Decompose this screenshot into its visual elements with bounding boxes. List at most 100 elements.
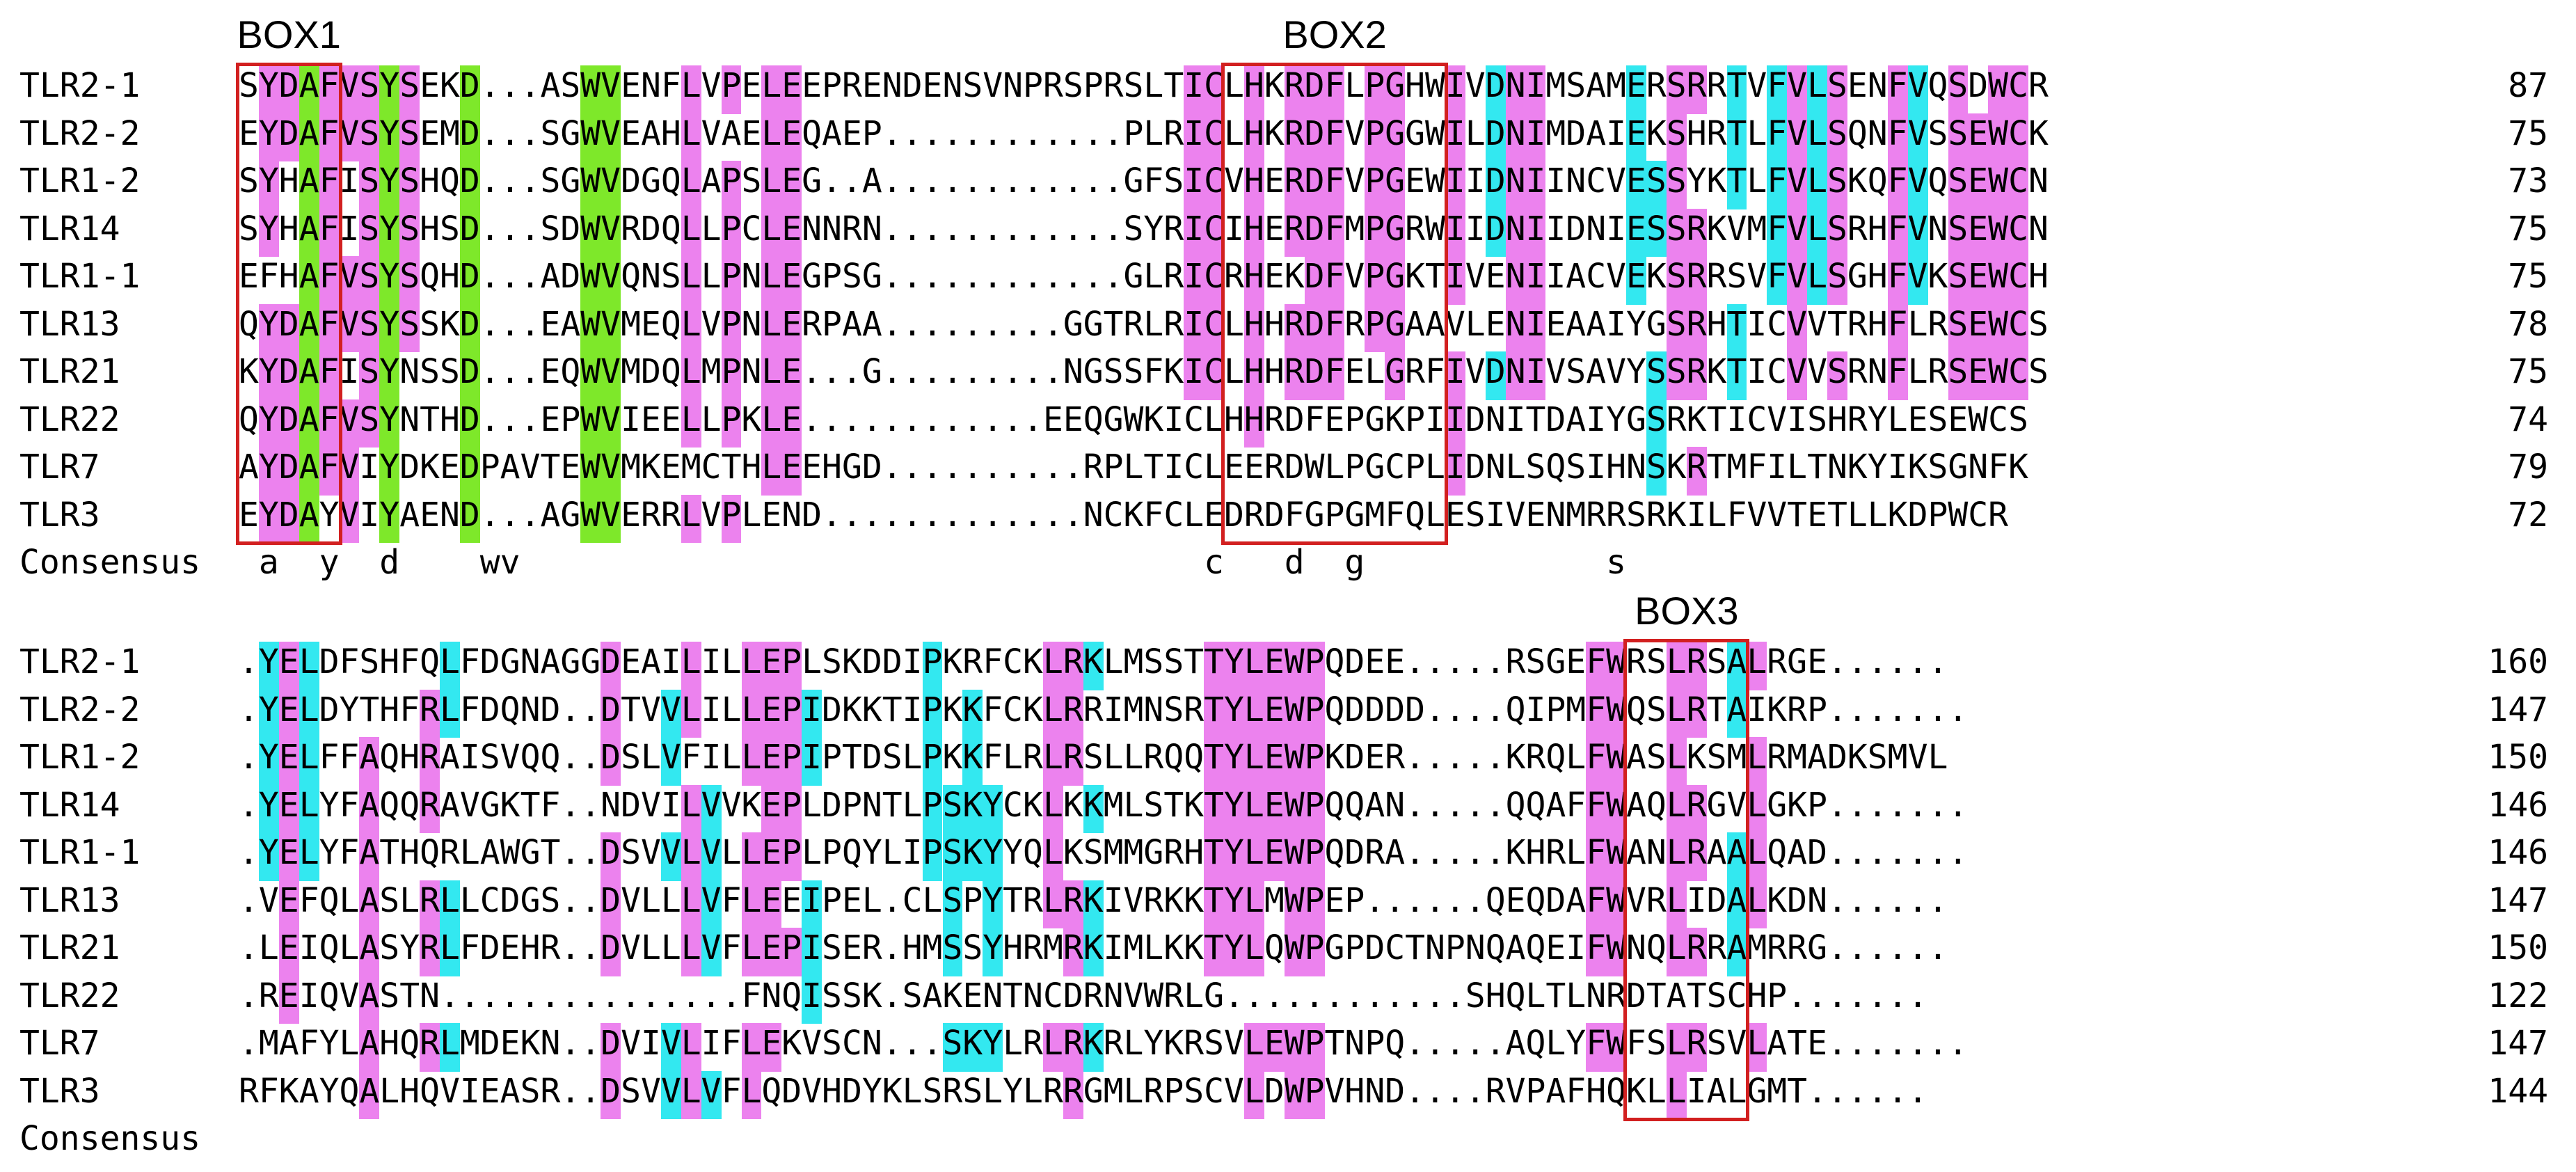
residue-highlight [1666,1070,1687,1119]
residue-highlight [1063,1070,1083,1119]
residue-highlight [359,928,380,976]
residue-highlight [359,1070,380,1119]
residue-highlight [2008,256,2029,305]
residue-highlight [681,399,701,448]
residue-highlight [660,689,681,738]
residue-highlight [942,832,963,881]
residue-highlight [1807,161,1828,209]
residue-highlight [1787,113,1808,161]
residue-highlight [761,303,782,352]
residue-highlight [2008,113,2029,161]
residue-highlight [459,351,480,400]
aligned-sequence: KYDAFISYNSSD...EQWVMDQLMPNLE...G........… [239,352,2049,391]
residue-highlight [802,689,822,738]
motif-box-label: BOX3 [1635,589,1739,633]
residue-highlight [1505,208,1526,257]
sequence-name: TLR21 [19,352,120,391]
residue-highlight [1626,256,1646,305]
residue-highlight [299,689,319,738]
residue-highlight [1304,689,1325,738]
residue-highlight [258,113,279,161]
residue-highlight [1525,65,1546,114]
residue-highlight [1445,208,1465,257]
residue-highlight [781,208,802,257]
residue-highlight [922,832,943,881]
residue-highlight [721,303,742,352]
residue-highlight [761,447,782,496]
residue-highlight [299,113,319,161]
residue-highlight [580,447,601,496]
residue-highlight [1686,447,1707,496]
residue-highlight [1244,1023,1264,1072]
residue-highlight [1747,737,1767,786]
residue-highlight [1264,737,1285,786]
residue-highlight [761,642,782,690]
residue-highlight [459,65,480,114]
residue-highlight [1787,161,1808,209]
residue-highlight [1304,351,1325,400]
residue-highlight [802,737,822,786]
residue-highlight [258,494,279,543]
residue-highlight [1968,303,1989,352]
residue-highlight [781,161,802,209]
residue-highlight [278,689,299,738]
residue-highlight [681,208,701,257]
residue-highlight [319,351,340,400]
consensus-sequence: a y d wv c d g s [239,543,1626,582]
consensus-row: Consensus [0,1117,2576,1160]
residue-count: 75 [2508,257,2548,296]
residue-highlight [359,1023,380,1072]
sequence-row: TLR7 AYDAFVIYDKEDPAVTEWVMKEMCTHLEEHGD....… [0,445,2576,489]
residue-highlight [1988,161,2009,209]
residue-highlight [701,1070,722,1119]
residue-count: 122 [2488,976,2548,1015]
residue-highlight [1324,303,1345,352]
residue-highlight [1586,928,1607,976]
residue-highlight [1284,928,1305,976]
residue-highlight [922,784,943,833]
residue-highlight [1606,642,1627,690]
residue-highlight [1948,351,1969,400]
residue-highlight [1606,689,1627,738]
residue-highlight [962,1023,983,1072]
residue-highlight [299,161,319,209]
residue-highlight [1626,113,1646,161]
residue-count: 72 [2508,495,2548,534]
residue-highlight [299,447,319,496]
sequence-name: TLR14 [19,785,120,825]
residue-highlight [1244,784,1264,833]
residue-highlight [359,832,380,881]
sequence-row: TLR3 RFKAYQALHQVIEASR..DSVVLVFLQDVHDYKLSR… [0,1070,2576,1113]
residue-highlight [1666,351,1687,400]
residue-highlight [1525,161,1546,209]
residue-highlight [721,494,742,543]
sequence-name: TLR22 [19,976,120,1015]
residue-highlight [359,161,380,209]
residue-count: 75 [2508,113,2548,153]
residue-highlight [278,447,299,496]
residue-highlight [1747,832,1767,881]
residue-highlight [1304,113,1325,161]
residue-highlight [660,832,681,881]
residue-highlight [1204,784,1225,833]
residue-highlight [1485,113,1506,161]
residue-highlight [1686,832,1707,881]
residue-highlight [299,832,319,881]
residue-count: 74 [2508,399,2548,439]
residue-highlight [278,832,299,881]
residue-highlight [278,113,299,161]
residue-highlight [1726,65,1747,114]
residue-highlight [1907,113,1928,161]
residue-highlight [278,399,299,448]
residue-highlight [983,1023,1003,1072]
residue-highlight [1043,689,1063,738]
residue-highlight [1204,928,1225,976]
residue-highlight [459,256,480,305]
sequence-name: TLR21 [19,928,120,967]
residue-highlight [1385,65,1406,114]
residue-highlight [459,494,480,543]
residue-count: 147 [2488,1024,2548,1063]
residue-highlight [922,689,943,738]
residue-highlight [1666,208,1687,257]
residue-highlight [601,1023,621,1072]
